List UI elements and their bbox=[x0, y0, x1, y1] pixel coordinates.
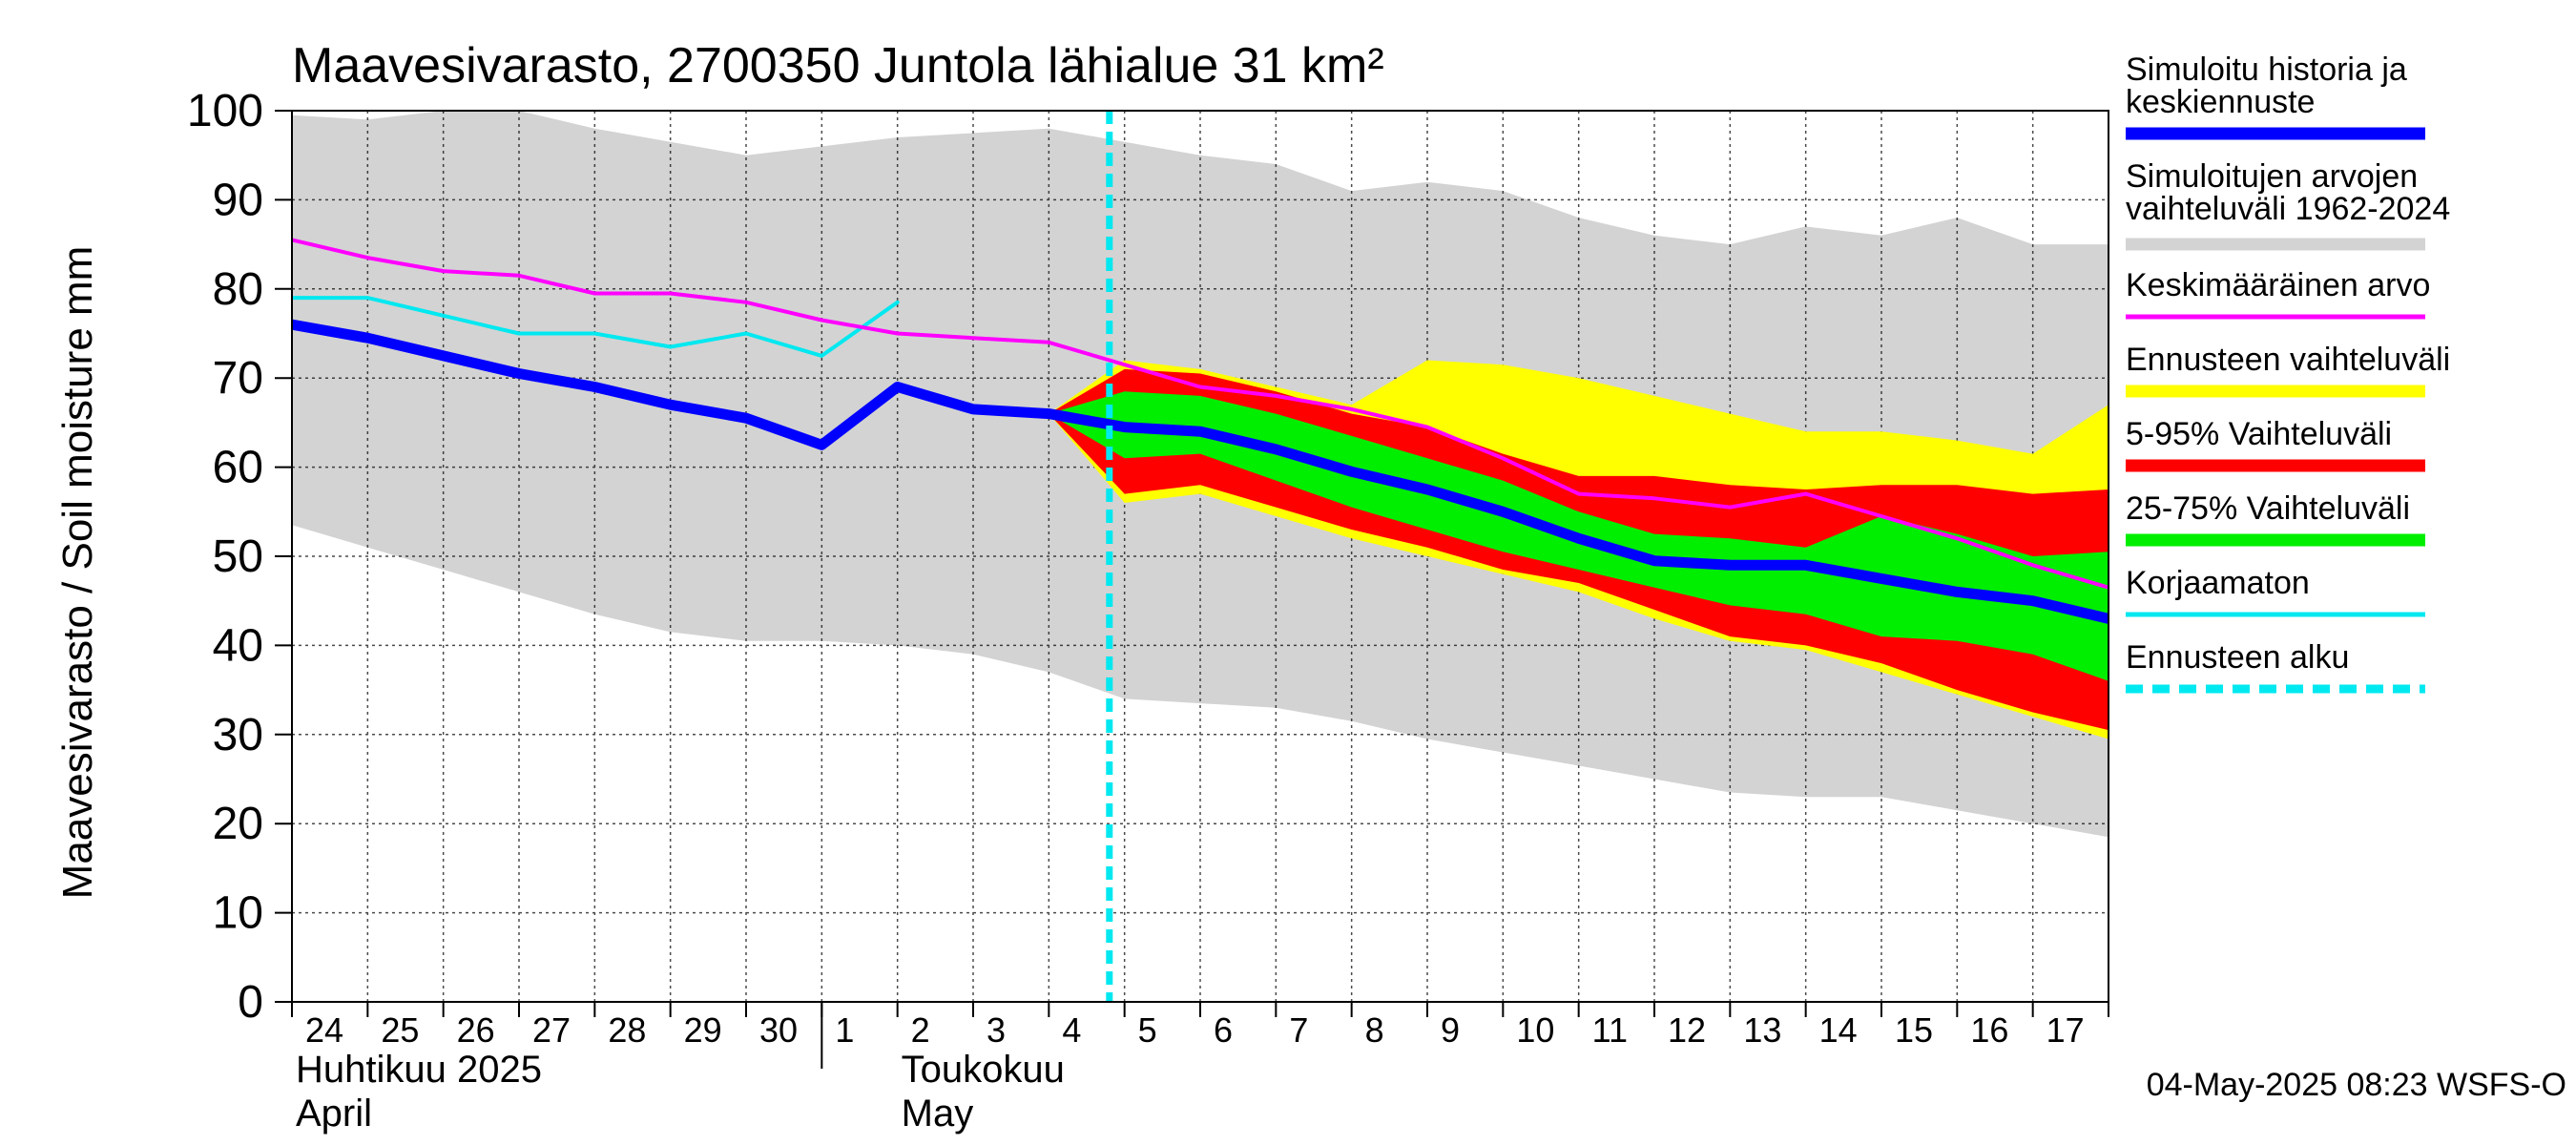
x-day-label: 12 bbox=[1668, 1010, 1706, 1050]
x-day-label: 24 bbox=[305, 1010, 343, 1050]
y-tick-label: 80 bbox=[213, 264, 263, 315]
y-axis-label: Maavesivarasto / Soil moisture mm bbox=[54, 246, 101, 900]
legend-label-mean: Keskimääräinen arvo bbox=[2126, 267, 2430, 303]
x-day-label: 25 bbox=[381, 1010, 419, 1050]
x-day-label: 28 bbox=[608, 1010, 646, 1050]
x-day-label: 13 bbox=[1743, 1010, 1781, 1050]
legend-label-p25_75: 25-75% Vaihteluväli bbox=[2126, 490, 2410, 527]
x-day-label: 4 bbox=[1062, 1010, 1081, 1050]
y-tick-label: 50 bbox=[213, 531, 263, 582]
legend-label-p5_95: 5-95% Vaihteluväli bbox=[2126, 416, 2392, 452]
legend-label-forecast_start: Ennusteen alku bbox=[2126, 639, 2349, 676]
uncorrected-line bbox=[292, 296, 900, 358]
month-label-fi: Toukokuu bbox=[902, 1049, 1065, 1091]
legend-label-range: Simuloitujen arvojen bbox=[2126, 158, 2418, 195]
month-label-en: May bbox=[902, 1093, 974, 1135]
x-day-label: 26 bbox=[457, 1010, 495, 1050]
month-label-en: April bbox=[296, 1093, 372, 1135]
plot-area bbox=[292, 111, 2109, 1002]
x-day-label: 17 bbox=[2046, 1010, 2085, 1050]
x-day-label: 6 bbox=[1214, 1010, 1233, 1050]
x-day-label: 27 bbox=[532, 1010, 571, 1050]
x-day-label: 16 bbox=[1970, 1010, 2008, 1050]
y-tick-label: 70 bbox=[213, 353, 263, 404]
y-tick-label: 90 bbox=[213, 175, 263, 225]
y-tick-label: 0 bbox=[238, 977, 263, 1028]
y-tick-label: 10 bbox=[213, 888, 263, 939]
mean-line bbox=[292, 238, 2109, 590]
y-tick-label: 60 bbox=[213, 443, 263, 493]
legend-label-uncorrected: Korjaamaton bbox=[2126, 565, 2310, 601]
y-tick-label: 30 bbox=[213, 710, 263, 760]
legend-label-history: keskiennuste bbox=[2126, 84, 2315, 120]
x-day-label: 7 bbox=[1289, 1010, 1308, 1050]
x-day-label: 29 bbox=[684, 1010, 722, 1050]
legend-label-forecast_range: Ennusteen vaihteluväli bbox=[2126, 342, 2450, 378]
x-day-label: 11 bbox=[1592, 1010, 1628, 1050]
x-day-label: 8 bbox=[1365, 1010, 1384, 1050]
x-day-label: 1 bbox=[835, 1010, 854, 1050]
history-line bbox=[292, 319, 2109, 624]
x-day-label: 3 bbox=[987, 1010, 1006, 1050]
x-day-label: 9 bbox=[1441, 1010, 1460, 1050]
y-tick-label: 40 bbox=[213, 620, 263, 671]
plot-content bbox=[292, 111, 2109, 1002]
x-day-label: 2 bbox=[911, 1010, 930, 1050]
timestamp: 04-May-2025 08:23 WSFS-O bbox=[2147, 1067, 2566, 1103]
x-day-label: 15 bbox=[1895, 1010, 1933, 1050]
x-day-label: 5 bbox=[1138, 1010, 1157, 1050]
y-tick-label: 100 bbox=[187, 86, 263, 136]
month-label-fi: Huhtikuu 2025 bbox=[296, 1049, 542, 1091]
x-day-label: 14 bbox=[1819, 1010, 1858, 1050]
legend-label-range: vaihteluväli 1962-2024 bbox=[2126, 191, 2450, 227]
x-day-label: 10 bbox=[1516, 1010, 1554, 1050]
y-tick-label: 20 bbox=[213, 799, 263, 849]
legend-label-history: Simuloitu historia ja bbox=[2126, 52, 2407, 88]
chart-title: Maavesivarasto, 2700350 Juntola lähialue… bbox=[292, 38, 1384, 94]
x-day-label: 30 bbox=[759, 1010, 798, 1050]
